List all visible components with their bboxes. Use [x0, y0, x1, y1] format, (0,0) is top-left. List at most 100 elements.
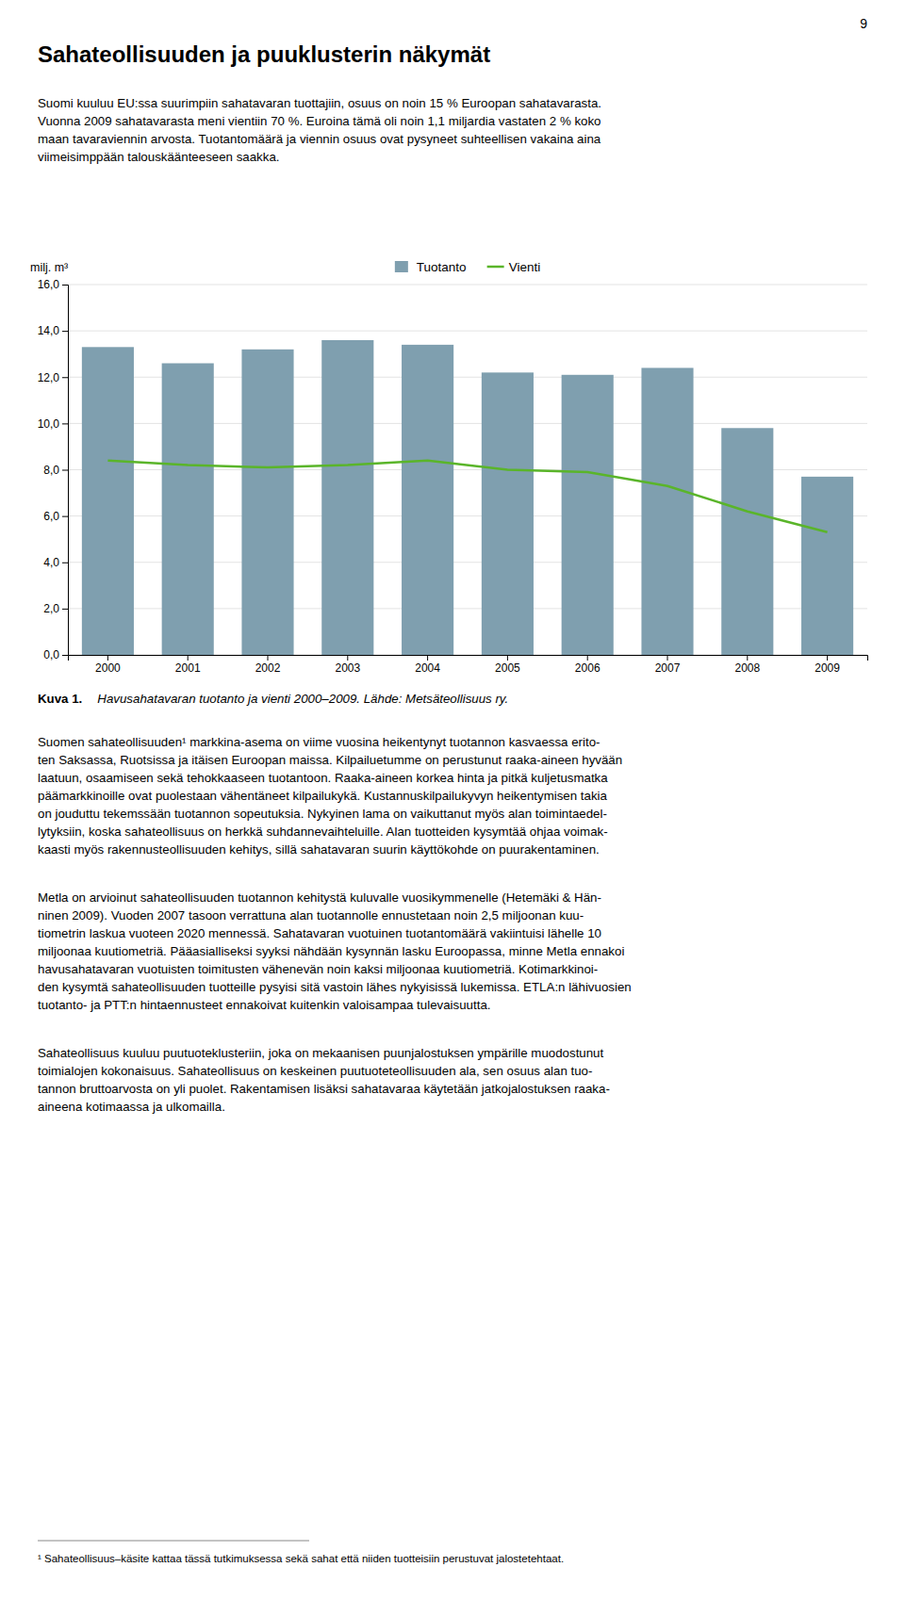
- plot-area: [82, 340, 854, 656]
- legend-label: Vienti: [509, 260, 542, 275]
- tick-mark: [346, 655, 348, 661]
- tick: 2000: [95, 655, 121, 675]
- tick-mark: [507, 655, 509, 661]
- paragraph-line: ten Saksassa, Ruotsissa ja itäisen Euroo…: [37, 753, 623, 768]
- tick-mark: [62, 516, 68, 518]
- tick-label: 4,0: [43, 556, 60, 570]
- tick: 16,0: [37, 278, 68, 292]
- tick-mark: [267, 655, 269, 661]
- tick: 10,0: [37, 417, 68, 431]
- tick-mark: [62, 608, 68, 610]
- legend-swatch: [487, 265, 505, 269]
- paragraph-line: Sahateollisuus kuuluu puutuoteklusteriin…: [37, 1046, 605, 1061]
- tick: 2,0: [43, 602, 68, 616]
- tick-label: 2002: [255, 661, 281, 675]
- tick: 2005: [494, 655, 521, 675]
- paragraph-line: maan tavaraviennin arvosta. Tuotantomäär…: [37, 131, 602, 147]
- tick-label: 12,0: [37, 371, 61, 385]
- paragraph-line: Metla on arvioinut sahateollisuuden tuot…: [37, 890, 602, 905]
- bar: [481, 372, 534, 656]
- tick-label: 16,0: [37, 278, 61, 292]
- tick-label: 2000: [95, 661, 121, 675]
- axis-line: [62, 285, 69, 657]
- paragraph-line: viimeisimppään talouskäänteeseen saakka.: [37, 149, 280, 165]
- bar-series: [82, 340, 854, 656]
- paragraph-line: havusahatavaran vuotuisten toimitusten v…: [37, 962, 598, 977]
- paragraph: Sahateollisuus kuuluu puutuoteklusteriin…: [37, 1046, 610, 1115]
- tick-mark: [187, 655, 189, 661]
- paragraph-line: Suomi kuuluu EU:ssa suurimpiin sahatavar…: [37, 96, 602, 111]
- tick-mark: [62, 562, 68, 564]
- tick-mark: [667, 655, 669, 661]
- page: 9 Sahateollisuuden ja puuklusterin näkymä…: [0, 0, 905, 1600]
- tick: 2008: [734, 655, 760, 675]
- legend: Tuotanto Vienti: [394, 260, 541, 275]
- tick: 2009: [814, 655, 840, 675]
- paragraph-line: den kysymtä sahateollisuuden tuotteille …: [37, 980, 632, 995]
- tick-mark: [62, 284, 68, 286]
- caption-label: Kuva 1.: [37, 691, 83, 707]
- paragraph-line: tiometrin laskua vuoteen 2020 mennessä. …: [37, 926, 602, 941]
- bar: [241, 349, 294, 656]
- paragraph-line: laatuun, osaamiseen sekä tehokkaaseen tu…: [37, 771, 609, 786]
- paragraph: Metla on arvioinut sahateollisuuden tuot…: [37, 890, 632, 1013]
- tick: 0,0: [43, 648, 68, 662]
- tick-mark: [587, 655, 589, 661]
- legend-swatch: [394, 261, 409, 273]
- tick-mark: [62, 655, 68, 657]
- paragraph-line: kaasti myös rakennusteollisuuden kehitys…: [37, 842, 600, 857]
- bar: [162, 363, 214, 656]
- paragraph-line: Vuonna 2009 sahatavarasta meni vientiin …: [37, 114, 601, 129]
- tick-label: 10,0: [37, 417, 61, 431]
- grid: [67, 284, 868, 656]
- tick-label: 2009: [814, 661, 840, 675]
- tick-label: 2006: [575, 661, 601, 675]
- tick: 2006: [575, 655, 601, 675]
- tick-mark: [62, 470, 68, 472]
- tick-label: 2,0: [43, 602, 60, 616]
- tick-label: 2007: [655, 661, 681, 675]
- bar: [641, 367, 693, 656]
- tick-label: 2001: [175, 661, 201, 675]
- footnote: ¹ Sahateollisuus–käsite kattaa tässä tut…: [37, 1553, 564, 1565]
- bar: [82, 346, 134, 656]
- line: [107, 460, 827, 533]
- tick: 2007: [655, 655, 681, 675]
- footnote-rule: [37, 1541, 310, 1543]
- tick: 8,0: [43, 463, 68, 478]
- tick-mark: [62, 423, 68, 425]
- paragraph-line: tannon bruttoarvosta on yli puolet. Rake…: [37, 1082, 610, 1097]
- tick: 6,0: [43, 510, 68, 524]
- tick-label: 2004: [414, 661, 441, 675]
- x-axis: 2000200120022003200420052006200720082009: [68, 655, 869, 675]
- tick-label: 8,0: [43, 463, 60, 478]
- tick: 14,0: [37, 324, 68, 338]
- tick-mark: [62, 330, 68, 332]
- paragraph-line: lytyksiin, koska sahateollisuus on herkk…: [37, 824, 609, 840]
- axis-line: [68, 656, 869, 662]
- paragraph-line: tuotanto- ja PTT:n hintaennusteet ennako…: [37, 998, 491, 1013]
- page-title: Sahateollisuuden ja puuklusterin näkymät: [37, 41, 491, 67]
- paragraph-line: ninen 2009). Vuoden 2007 tasoon verrattu…: [37, 908, 584, 923]
- bar: [401, 345, 454, 656]
- tick-mark: [107, 655, 109, 661]
- tick-mark: [62, 377, 68, 379]
- page-number: 9: [859, 16, 868, 32]
- caption-text: Havusahatavaran tuotanto ja vienti 2000–…: [97, 691, 509, 707]
- paragraph-line: toimialojen kokonaisuus. Sahateollisuus …: [37, 1064, 593, 1079]
- legend-label: Tuotanto: [416, 260, 467, 275]
- tick-mark: [427, 655, 428, 661]
- legend-item: Vienti: [487, 260, 542, 275]
- tick-label: 2008: [734, 661, 760, 675]
- grid-line: [67, 330, 868, 332]
- chart: 0,0 2,0 4,0 6,0 8,0 10,0 12,0 14,0 16,0 2000 2001 2…: [30, 260, 869, 675]
- tick-label: 2005: [494, 661, 521, 675]
- paragraph-line: aineena kotimaassa ja ulkomailla.: [37, 1100, 226, 1115]
- tick-label: 0,0: [43, 648, 60, 662]
- y-axis: 0,0 2,0 4,0 6,0 8,0 10,0 12,0 14,0 16,0: [37, 278, 69, 662]
- tick: 4,0: [43, 556, 68, 570]
- paragraph-line: on jouduttu tekemssään tuotannon sopeutu…: [37, 806, 608, 822]
- tick-label: 14,0: [37, 324, 61, 338]
- tick: 2002: [255, 655, 281, 675]
- tick-mark: [746, 655, 748, 661]
